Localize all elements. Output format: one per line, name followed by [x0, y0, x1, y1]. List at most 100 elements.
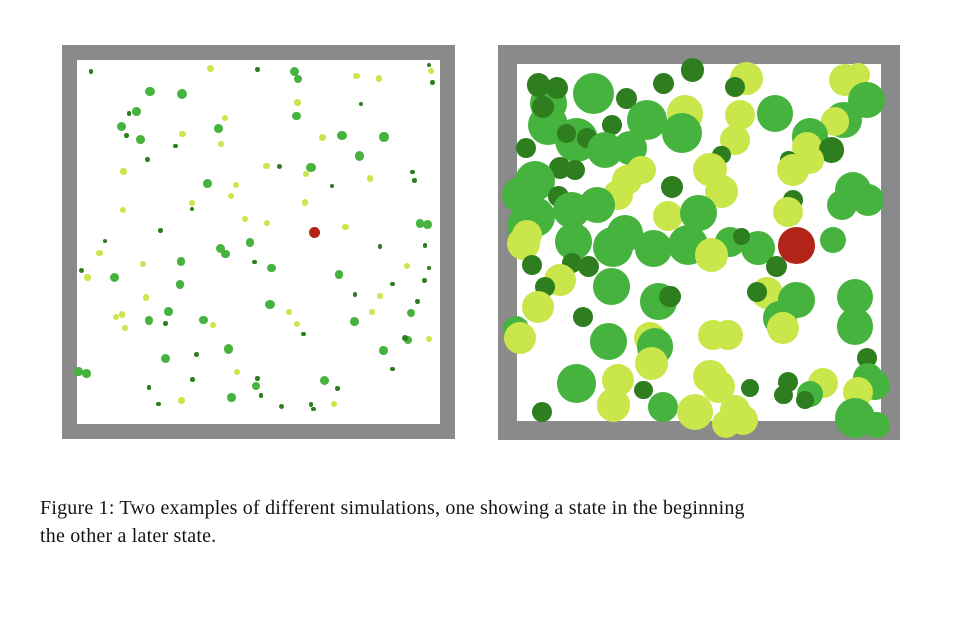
simulation-dot: [777, 154, 810, 186]
simulation-dot: [311, 406, 316, 412]
simulation-dot: [176, 88, 187, 99]
simulation-dot: [695, 238, 729, 272]
simulation-dot: [426, 265, 432, 271]
simulation-dot: [427, 63, 431, 67]
simulation-dot: [227, 393, 236, 402]
simulation-dot: [422, 278, 427, 283]
simulation-dot: [593, 268, 630, 305]
simulation-dot: [110, 272, 119, 282]
simulation-dot: [145, 157, 150, 162]
simulation-dot: [293, 75, 302, 84]
simulation-dot: [96, 249, 103, 257]
simulation-dot: [572, 72, 614, 114]
simulation-dot: [379, 346, 388, 355]
simulation-dot: [267, 263, 276, 273]
simulation-dot: [358, 101, 364, 107]
simulation-dot: [430, 80, 435, 85]
simulation-dot: [245, 238, 255, 247]
simulation-dot: [190, 377, 195, 382]
simulation-dot: [252, 259, 257, 265]
figure-caption: Figure 1: Two examples of different simu…: [40, 494, 940, 550]
simulation-dot: [774, 385, 793, 405]
simulation-dot: [402, 334, 408, 341]
simulation-dot: [820, 227, 846, 253]
simulation-dot: [586, 131, 624, 169]
simulation-dot: [158, 228, 163, 233]
simulation-dot: [146, 385, 152, 390]
simulation-panel-later-state: [498, 45, 900, 440]
simulation-dot: [377, 244, 383, 249]
simulation-dot: [565, 160, 585, 180]
simulation-dot: [713, 320, 743, 350]
simulation-dot: [176, 257, 186, 266]
simulation-dot: [112, 313, 120, 321]
simulation-dot: [294, 99, 301, 106]
simulation-dot: [852, 184, 885, 216]
simulation-dot: [415, 219, 425, 228]
simulation-dot: [242, 215, 248, 222]
simulation-dot: [596, 388, 630, 422]
simulation-dot: [306, 162, 316, 172]
simulation-dot: [506, 226, 540, 260]
simulation-dot: [660, 175, 683, 198]
simulation-dot: [369, 309, 376, 315]
simulation-dot: [659, 286, 681, 308]
simulation-dot: [557, 124, 576, 143]
simulation-dot: [375, 75, 383, 82]
simulation-dot: [263, 162, 270, 170]
simulation-dot: [733, 228, 750, 245]
simulation-dot: [255, 376, 260, 381]
simulation-dot: [122, 324, 128, 331]
simulation-dot: [353, 72, 360, 80]
simulation-dot: [258, 393, 264, 398]
simulation-dot: [403, 263, 410, 270]
simulation-dot: [712, 410, 740, 438]
simulation-dot: [124, 133, 129, 138]
simulation-dot: [342, 223, 349, 231]
simulation-dot: [515, 138, 536, 159]
simulation-dot: [144, 316, 154, 325]
simulation-canvas-initial-state: [77, 60, 440, 424]
simulation-dot: [199, 315, 208, 325]
simulation-dot: [145, 86, 155, 97]
simulation-dot: [826, 190, 857, 220]
simulation-dot: [403, 335, 413, 345]
simulation-dot: [292, 111, 301, 121]
simulation-dot: [366, 175, 374, 182]
simulation-dot-red: [778, 227, 815, 264]
simulation-dot: [228, 192, 234, 199]
simulation-dot: [428, 67, 434, 74]
simulation-dot: [301, 331, 306, 337]
simulation-dot: [545, 77, 568, 100]
simulation-dot: [224, 344, 234, 354]
simulation-panel-initial-state: [62, 45, 455, 439]
simulation-dot: [740, 378, 760, 398]
simulation-dot: [390, 366, 395, 372]
simulation-dot: [116, 121, 127, 132]
simulation-dot: [175, 280, 185, 289]
simulation-dot: [767, 312, 799, 344]
simulation-dot: [553, 191, 590, 229]
simulation-dot: [648, 391, 679, 422]
simulation-dot: [377, 293, 383, 300]
simulation-dot: [577, 256, 599, 278]
simulation-dot-red: [308, 227, 320, 238]
simulation-dot: [331, 401, 338, 408]
simulation-dot: [194, 352, 199, 357]
figure-caption-line-2: the other a later state.: [40, 525, 217, 547]
simulation-dot: [557, 364, 596, 403]
simulation-dot: [221, 249, 230, 259]
simulation-dot: [216, 244, 225, 253]
simulation-dot: [190, 206, 195, 211]
simulation-dot: [160, 353, 171, 364]
simulation-dot: [88, 69, 94, 74]
simulation-dot: [132, 107, 141, 116]
simulation-dot: [74, 367, 83, 376]
simulation-dot: [209, 321, 216, 328]
simulation-dot: [118, 311, 126, 318]
simulation-dot: [661, 113, 702, 154]
simulation-dot: [286, 309, 292, 315]
simulation-dot: [329, 183, 335, 189]
simulation-dot: [251, 381, 261, 391]
simulation-dot: [522, 290, 555, 323]
